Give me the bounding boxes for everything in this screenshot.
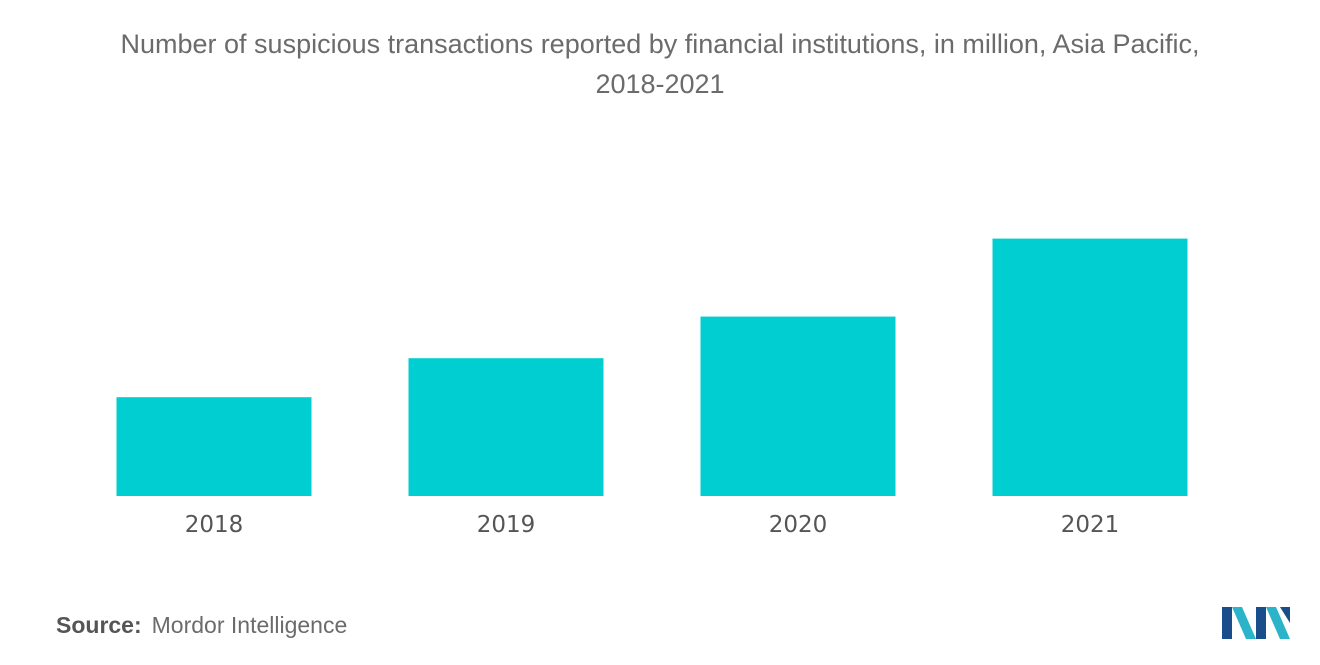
x-tick-label-2019: 2019 xyxy=(477,512,536,538)
bar-2021 xyxy=(992,238,1188,496)
x-tick-label-2020: 2020 xyxy=(769,512,828,538)
chart-title-line-2: 2018-2021 xyxy=(595,69,725,99)
source-note: Source: Mordor Intelligence xyxy=(56,612,347,639)
bar-2018 xyxy=(116,397,312,496)
mordor-intelligence-logo-icon xyxy=(1222,607,1290,639)
bars-layer xyxy=(116,238,1188,496)
bar-2019 xyxy=(408,358,604,496)
chart-title: Number of suspicious transactions report… xyxy=(0,24,1320,104)
x-tick-labels: 2018 2019 2020 2021 xyxy=(185,512,1120,538)
x-tick-label-2021: 2021 xyxy=(1061,512,1120,538)
chart-title-line-1: Number of suspicious transactions report… xyxy=(120,29,1200,59)
source-text: Mordor Intelligence xyxy=(151,612,348,638)
x-tick-label-2018: 2018 xyxy=(185,512,244,538)
bar-2020 xyxy=(700,316,896,496)
source-label: Source: xyxy=(56,612,142,638)
